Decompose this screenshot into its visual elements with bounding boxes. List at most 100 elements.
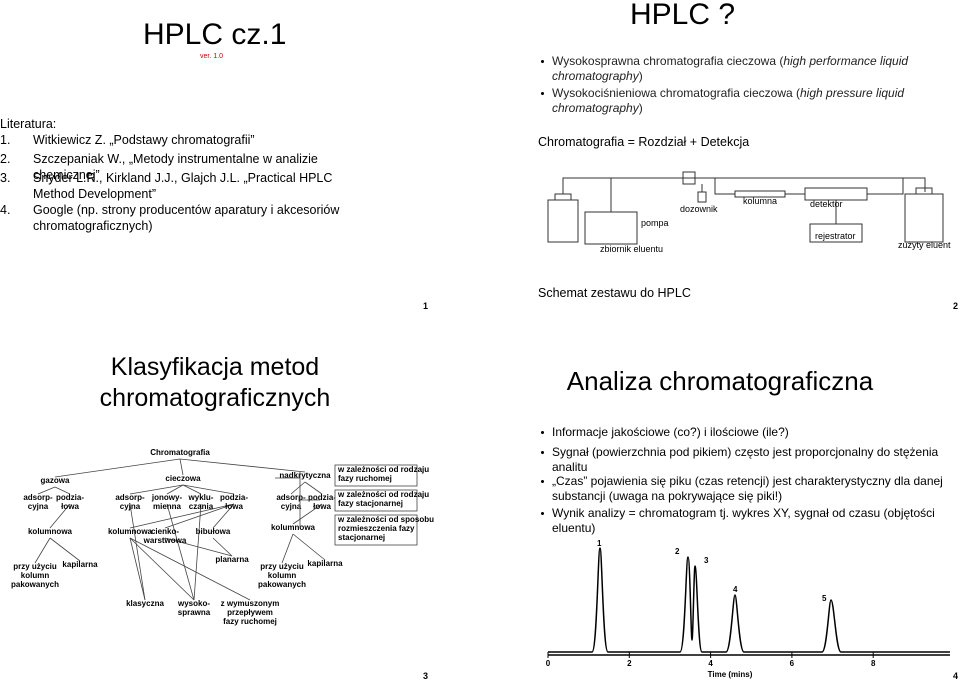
hplc-schematic: [547, 171, 944, 245]
tree-node-label: kolumn: [21, 571, 50, 580]
tree-node-label: klasyczna: [126, 599, 164, 608]
tree-edge: [54, 486, 71, 495]
pump-box: [584, 211, 638, 245]
bullet: Wysokosprawna chromatografia cieczowa (h…: [541, 54, 947, 84]
bullet: Informacje jakościowe (co?) i ilościowe …: [541, 425, 960, 440]
tree-node-label: planarna: [215, 555, 249, 564]
tree-node-label: łowa: [313, 502, 331, 511]
x-tick-label: 0: [546, 659, 551, 668]
tree-node-label: kolumnowa: [271, 523, 316, 532]
tree-node-label: przy użyciu: [13, 562, 57, 571]
tree-node-label: w zależności od sposobu: [337, 515, 434, 524]
bracket: [275, 472, 320, 528]
tree-edge: [49, 537, 81, 562]
recorder-label: rejestrator: [815, 231, 856, 241]
bullet-end: ): [638, 101, 643, 115]
bullet-italic: high performance liquid chromatography: [552, 54, 909, 83]
reference-text: Witkiewicz Z. „Podstawy chromatografii”: [33, 133, 255, 147]
peak-label: 5: [822, 594, 827, 603]
tree-node-label: nadkrytyczna: [279, 471, 331, 480]
reference-text: Szczepaniak W., „Metody instrumentalne w…: [33, 152, 318, 182]
tree-node-label: cyjna: [28, 502, 49, 511]
bullet: Wynik analizy = chromatogram tj. wykres …: [541, 506, 960, 536]
tree-node-label: podzia-: [308, 493, 336, 502]
reference-number: 4.: [0, 203, 11, 217]
reference-number: 1.: [0, 133, 11, 147]
tree-edge: [54, 458, 181, 478]
injector-box: [682, 171, 696, 185]
slide-4-title: Analiza chromatograficzna: [566, 366, 874, 396]
x-tick-label: 8: [871, 659, 876, 668]
tree-node-label: bibułowa: [196, 527, 231, 536]
tree-node-label: przepływem: [227, 608, 273, 617]
tree-edge: [304, 481, 323, 495]
tree-node-label: cienko-: [151, 527, 179, 536]
tree-edge: [166, 503, 195, 601]
column-line: [714, 178, 805, 195]
tree-node-label: adsorp-: [115, 493, 145, 502]
bullet: Wysokociśnieniowa chromatografia cieczow…: [541, 86, 947, 116]
tree-edge: [34, 537, 51, 564]
page-number: 1: [423, 301, 429, 311]
classification-tree: Chromatografia gazowa cieczowa nadkrytyczna…: [11, 448, 434, 626]
tree-node-label: podzia-: [56, 493, 84, 502]
x-tick-label: 2: [627, 659, 632, 668]
tree-node-label: w zależności od rodzaju: [337, 490, 429, 499]
tree-edge: [292, 503, 323, 525]
bullet: Sygnał (powierzchnia pod pikiem) często …: [541, 445, 960, 475]
tree-node-label: kolumnowa: [108, 527, 153, 536]
tree-node-label: adsorp-: [276, 493, 306, 502]
tree-node-label: kolumnowa: [28, 527, 73, 536]
tree-edge: [129, 484, 184, 495]
tree-edge: [179, 458, 184, 476]
tree-edge: [129, 503, 235, 529]
peak-label: 2: [675, 547, 680, 556]
tree-node-label: sprawna: [178, 608, 211, 617]
note-box: [334, 464, 418, 487]
reservoir-bottle: [547, 193, 579, 243]
tree-node-label: gazowa: [41, 476, 70, 485]
slide-3-title: Klasyfikacja metod chromatograficznych: [99, 353, 331, 412]
peak-label: 4: [733, 585, 738, 594]
bullet: „Czas” pojawienia się piku (czas retencj…: [541, 474, 960, 504]
tree-node-label: łowa: [61, 502, 79, 511]
tree-node-label: z wymuszonym: [221, 599, 280, 608]
tree-edge: [37, 486, 56, 495]
tree-node-label: wyklu-: [188, 493, 214, 502]
slide-2-title: HPLC ?: [630, 0, 736, 31]
tree-edge: [129, 537, 146, 601]
reference-text: Snyder L.R., Kirkland J.J., Glajch J.L. …: [33, 171, 333, 201]
tree-edge: [193, 503, 202, 601]
slide-1-title: HPLC cz.1: [143, 18, 287, 51]
bullet-end: ): [638, 69, 643, 83]
tree-edge: [129, 537, 251, 601]
tree-node-label: cieczowa: [165, 474, 201, 483]
tree-node-label: kapilarna: [62, 560, 98, 569]
tree-node-label: kolumn: [268, 571, 297, 580]
tree-node-label: przy użyciu: [260, 562, 304, 571]
reservoir-label: zbiornik eluentu: [600, 244, 664, 254]
tree-node-label: jonowy-: [151, 493, 183, 502]
page-number: 4: [953, 671, 959, 681]
waste-bottle: [903, 177, 944, 243]
tree-node-label: adsorp-: [23, 493, 53, 502]
tree-node-label: kapilarna: [307, 559, 343, 568]
tree-edge: [129, 537, 195, 601]
flow-line: [562, 177, 903, 194]
tree-edge: [182, 484, 235, 495]
tree-edge: [179, 458, 306, 473]
version: ver. 1.0: [200, 53, 223, 60]
tree-node-label: pakowanych: [258, 580, 306, 589]
tree-edge: [212, 503, 235, 529]
tree-node-label: czania: [189, 502, 214, 511]
recorder-box: [809, 223, 863, 243]
tree-node-label: Chromatografia: [150, 448, 210, 457]
tree-edge: [292, 533, 326, 561]
x-tick-label: 4: [708, 659, 713, 668]
reference-number: 3.: [0, 171, 11, 185]
detector-label: detektor: [810, 199, 843, 209]
tree-edge: [129, 503, 146, 601]
tree-edge: [182, 484, 202, 495]
waste-label: zużyty eluent: [898, 240, 951, 250]
tree-node-label: stacjonarnej: [338, 533, 385, 542]
